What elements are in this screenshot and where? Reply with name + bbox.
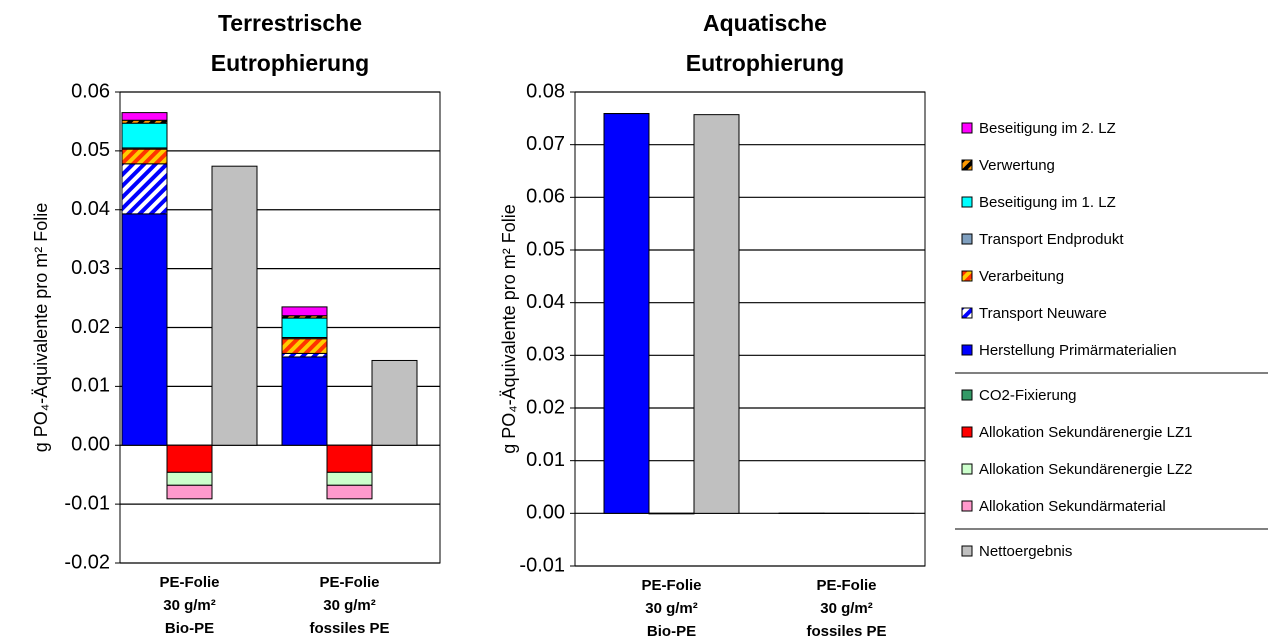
y-tick-label: 0.07 [526,133,565,155]
bar-segment [282,339,327,354]
bar-segment [327,472,372,485]
y-tick-label: -0.01 [64,492,110,514]
x-tick-label: 30 g/m² [163,597,216,614]
y-tick-label: 0.05 [71,139,110,161]
legend-swatch [962,271,972,281]
legend-label: Beseitigung im 1. LZ [979,194,1116,211]
y-tick-label: 0.03 [71,257,110,279]
y-tick-label: 0.04 [526,291,565,313]
legend-swatch [962,160,972,170]
bar-segment [167,445,212,472]
x-tick-label: PE-Folie [159,574,219,591]
legend-label: Verwertung [979,157,1055,174]
y-tick-label: -0.02 [64,551,110,573]
legend-swatch [962,427,972,437]
y-tick-label: 0.06 [526,186,565,208]
y-tick-label: 0.01 [71,375,110,397]
legend-swatch [962,123,972,133]
x-tick-label: 30 g/m² [323,597,376,614]
legend-swatch [962,345,972,355]
bar-segment [372,360,417,445]
bar-segment [122,164,167,214]
legend-swatch [962,197,972,207]
bar-segment [282,357,327,445]
bar-segment [122,123,167,148]
legend-label: Herstellung Primärmaterialien [979,342,1177,359]
x-tick-label: Bio-PE [647,623,696,637]
bar-segment [604,114,649,514]
y-tick-label: 0.05 [526,238,565,260]
x-tick-label: fossiles PE [309,620,389,637]
y-tick-label: 0.04 [71,198,110,220]
y-tick-label: 0.00 [526,502,565,524]
x-tick-label: Bio-PE [165,620,214,637]
bar-segment [167,472,212,485]
bar-segment [167,485,212,499]
x-tick-label: PE-Folie [641,577,701,594]
y-tick-label: 0.02 [526,396,565,418]
bar-segment [122,149,167,164]
y-tick-label: 0.03 [526,344,565,366]
bar-segment [694,115,739,514]
legend-label: Transport Neuware [979,305,1107,322]
legend-swatch [962,546,972,556]
legend-swatch [962,234,972,244]
x-tick-label: PE-Folie [816,577,876,594]
legend-swatch [962,501,972,511]
y-axis-label: g PO₄-Äquivalente pro m² Folie [499,204,519,453]
x-tick-label: fossiles PE [806,623,886,637]
legend-swatch [962,464,972,474]
bar-segment [327,485,372,499]
legend-label: Verarbeitung [979,268,1064,285]
y-tick-label: 0.02 [71,316,110,338]
bar-segment [327,445,372,472]
y-tick-label: 0.00 [71,434,110,456]
x-tick-label: 30 g/m² [645,600,698,617]
y-tick-label: 0.06 [71,80,110,102]
legend-label: Allokation Sekundärenergie LZ1 [979,424,1192,441]
x-tick-label: 30 g/m² [820,600,873,617]
legend-label: CO2-Fixierung [979,387,1077,404]
legend-label: Nettoergebnis [979,543,1072,560]
bar-segment [122,113,167,121]
chart-title: Eutrophierung [211,50,369,76]
chart-title: Aquatische [703,10,827,36]
y-tick-label: 0.08 [526,80,565,102]
legend-label: Allokation Sekundärmaterial [979,498,1166,515]
y-tick-label: -0.01 [519,554,565,576]
bar-segment [122,214,167,445]
legend-label: Transport Endprodukt [979,231,1124,248]
legend-label: Allokation Sekundärenergie LZ2 [979,461,1192,478]
bar-segment [282,307,327,316]
y-tick-label: 0.01 [526,449,565,471]
legend-swatch [962,390,972,400]
bar-segment [282,318,327,337]
x-tick-label: PE-Folie [319,574,379,591]
chart-title: Eutrophierung [686,50,844,76]
bar-segment [282,353,327,357]
legend-swatch [962,308,972,318]
chart-title: Terrestrische [218,10,362,36]
bar-segment [212,166,257,445]
y-axis-label: g PO₄-Äquivalente pro m² Folie [31,203,51,452]
legend-label: Beseitigung im 2. LZ [979,120,1116,137]
